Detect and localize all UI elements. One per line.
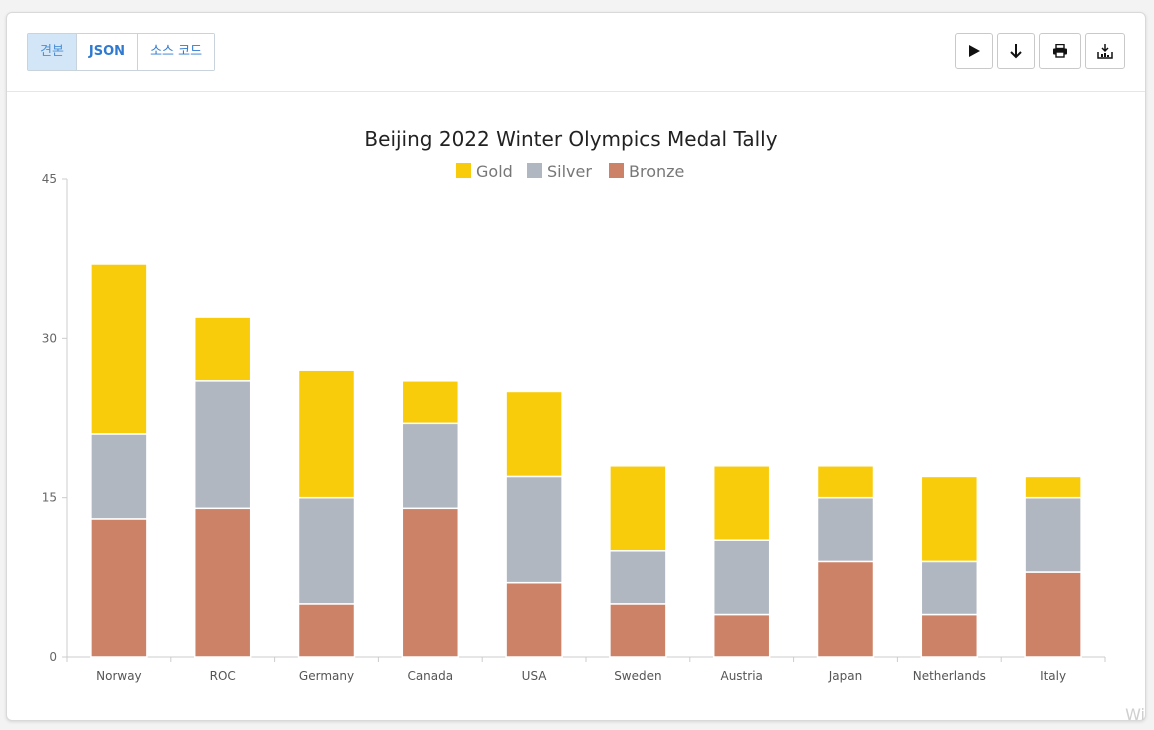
bar-silver-usa <box>505 475 563 584</box>
y-tick-label: 15 <box>42 491 57 505</box>
tab-source-code[interactable]: 소스 코드 <box>138 34 215 70</box>
download-arrow-icon <box>1010 44 1022 59</box>
legend-label-silver: Silver <box>547 162 592 181</box>
legend-swatch-silver <box>527 163 542 178</box>
bar-gold-austria <box>712 465 771 541</box>
print-icon <box>1053 44 1067 58</box>
bar-gold-netherlands <box>920 475 979 563</box>
y-tick-label: 45 <box>42 172 57 186</box>
bar-bronze-canada <box>401 507 460 658</box>
view-tabs: 견본 JSON 소스 코드 <box>27 33 216 71</box>
x-tick-label: ROC <box>210 669 236 683</box>
bar-bronze-japan <box>816 560 875 658</box>
bar-bronze-netherlands <box>920 613 979 658</box>
bar-bronze-austria <box>712 613 771 658</box>
bar-gold-usa <box>505 390 563 478</box>
bar-bronze-roc <box>193 507 252 658</box>
x-tick-label: Canada <box>407 669 453 683</box>
bar-gold-canada <box>401 380 460 425</box>
run-button[interactable] <box>955 33 993 69</box>
bar-bronze-sweden <box>609 603 667 658</box>
x-tick-label: Japan <box>828 669 862 683</box>
bar-gold-japan <box>816 465 875 499</box>
export-button[interactable] <box>1085 33 1125 69</box>
bar-silver-japan <box>816 496 875 563</box>
bar-silver-norway <box>90 433 148 520</box>
bar-gold-germany <box>297 369 356 499</box>
export-icon <box>1097 44 1113 59</box>
bar-silver-canada <box>401 422 460 510</box>
bar-gold-italy <box>1024 475 1082 499</box>
tab-sample[interactable]: 견본 <box>28 34 77 70</box>
legend-label-bronze: Bronze <box>629 162 684 181</box>
legend-swatch-bronze <box>609 163 624 178</box>
bars <box>90 263 1082 658</box>
chart-title: Beijing 2022 Winter Olympics Medal Tally <box>364 127 777 151</box>
legend: Gold Silver Bronze <box>456 162 684 181</box>
chart-area: Beijing 2022 Winter Olympics Medal Tally… <box>7 92 1143 716</box>
chart-card: 견본 JSON 소스 코드 <box>6 12 1146 724</box>
x-tick-label: Norway <box>96 669 142 683</box>
legend-swatch-gold <box>456 163 471 178</box>
bar-bronze-norway <box>90 518 148 658</box>
x-tick-label: USA <box>522 669 548 683</box>
print-button[interactable] <box>1039 33 1081 69</box>
bar-silver-sweden <box>609 550 667 605</box>
bar-silver-austria <box>712 539 771 616</box>
toolbar-actions <box>955 33 1125 69</box>
x-tick-label: Germany <box>299 669 354 683</box>
bar-bronze-germany <box>297 603 356 658</box>
tab-json[interactable]: JSON <box>76 34 139 70</box>
x-tick-label: Sweden <box>614 669 661 683</box>
legend-label-gold: Gold <box>476 162 513 181</box>
bar-silver-germany <box>297 496 356 605</box>
bar-silver-roc <box>193 380 252 510</box>
watermark-text: Wi <box>1125 705 1145 724</box>
axes: 0 15 30 45 Norway ROC Germany Canada USA Sweden Au… <box>42 172 1106 683</box>
download-button[interactable] <box>997 33 1035 69</box>
x-tick-label: Netherlands <box>913 669 986 683</box>
bar-bronze-usa <box>505 581 563 658</box>
x-tick-label: Austria <box>720 669 762 683</box>
stacked-bar-chart: Beijing 2022 Winter Olympics Medal Tally… <box>42 127 1106 683</box>
y-tick-label: 30 <box>42 331 57 345</box>
bar-silver-netherlands <box>920 560 979 616</box>
toolbar: 견본 JSON 소스 코드 <box>7 13 1145 92</box>
bar-gold-roc <box>193 316 252 382</box>
x-tick-label: Italy <box>1040 669 1066 683</box>
bar-gold-norway <box>90 263 148 435</box>
bar-gold-sweden <box>609 465 667 552</box>
bar-silver-italy <box>1024 496 1082 573</box>
bar-bronze-italy <box>1024 571 1082 658</box>
play-icon <box>969 45 980 57</box>
y-tick-label: 0 <box>49 650 57 664</box>
